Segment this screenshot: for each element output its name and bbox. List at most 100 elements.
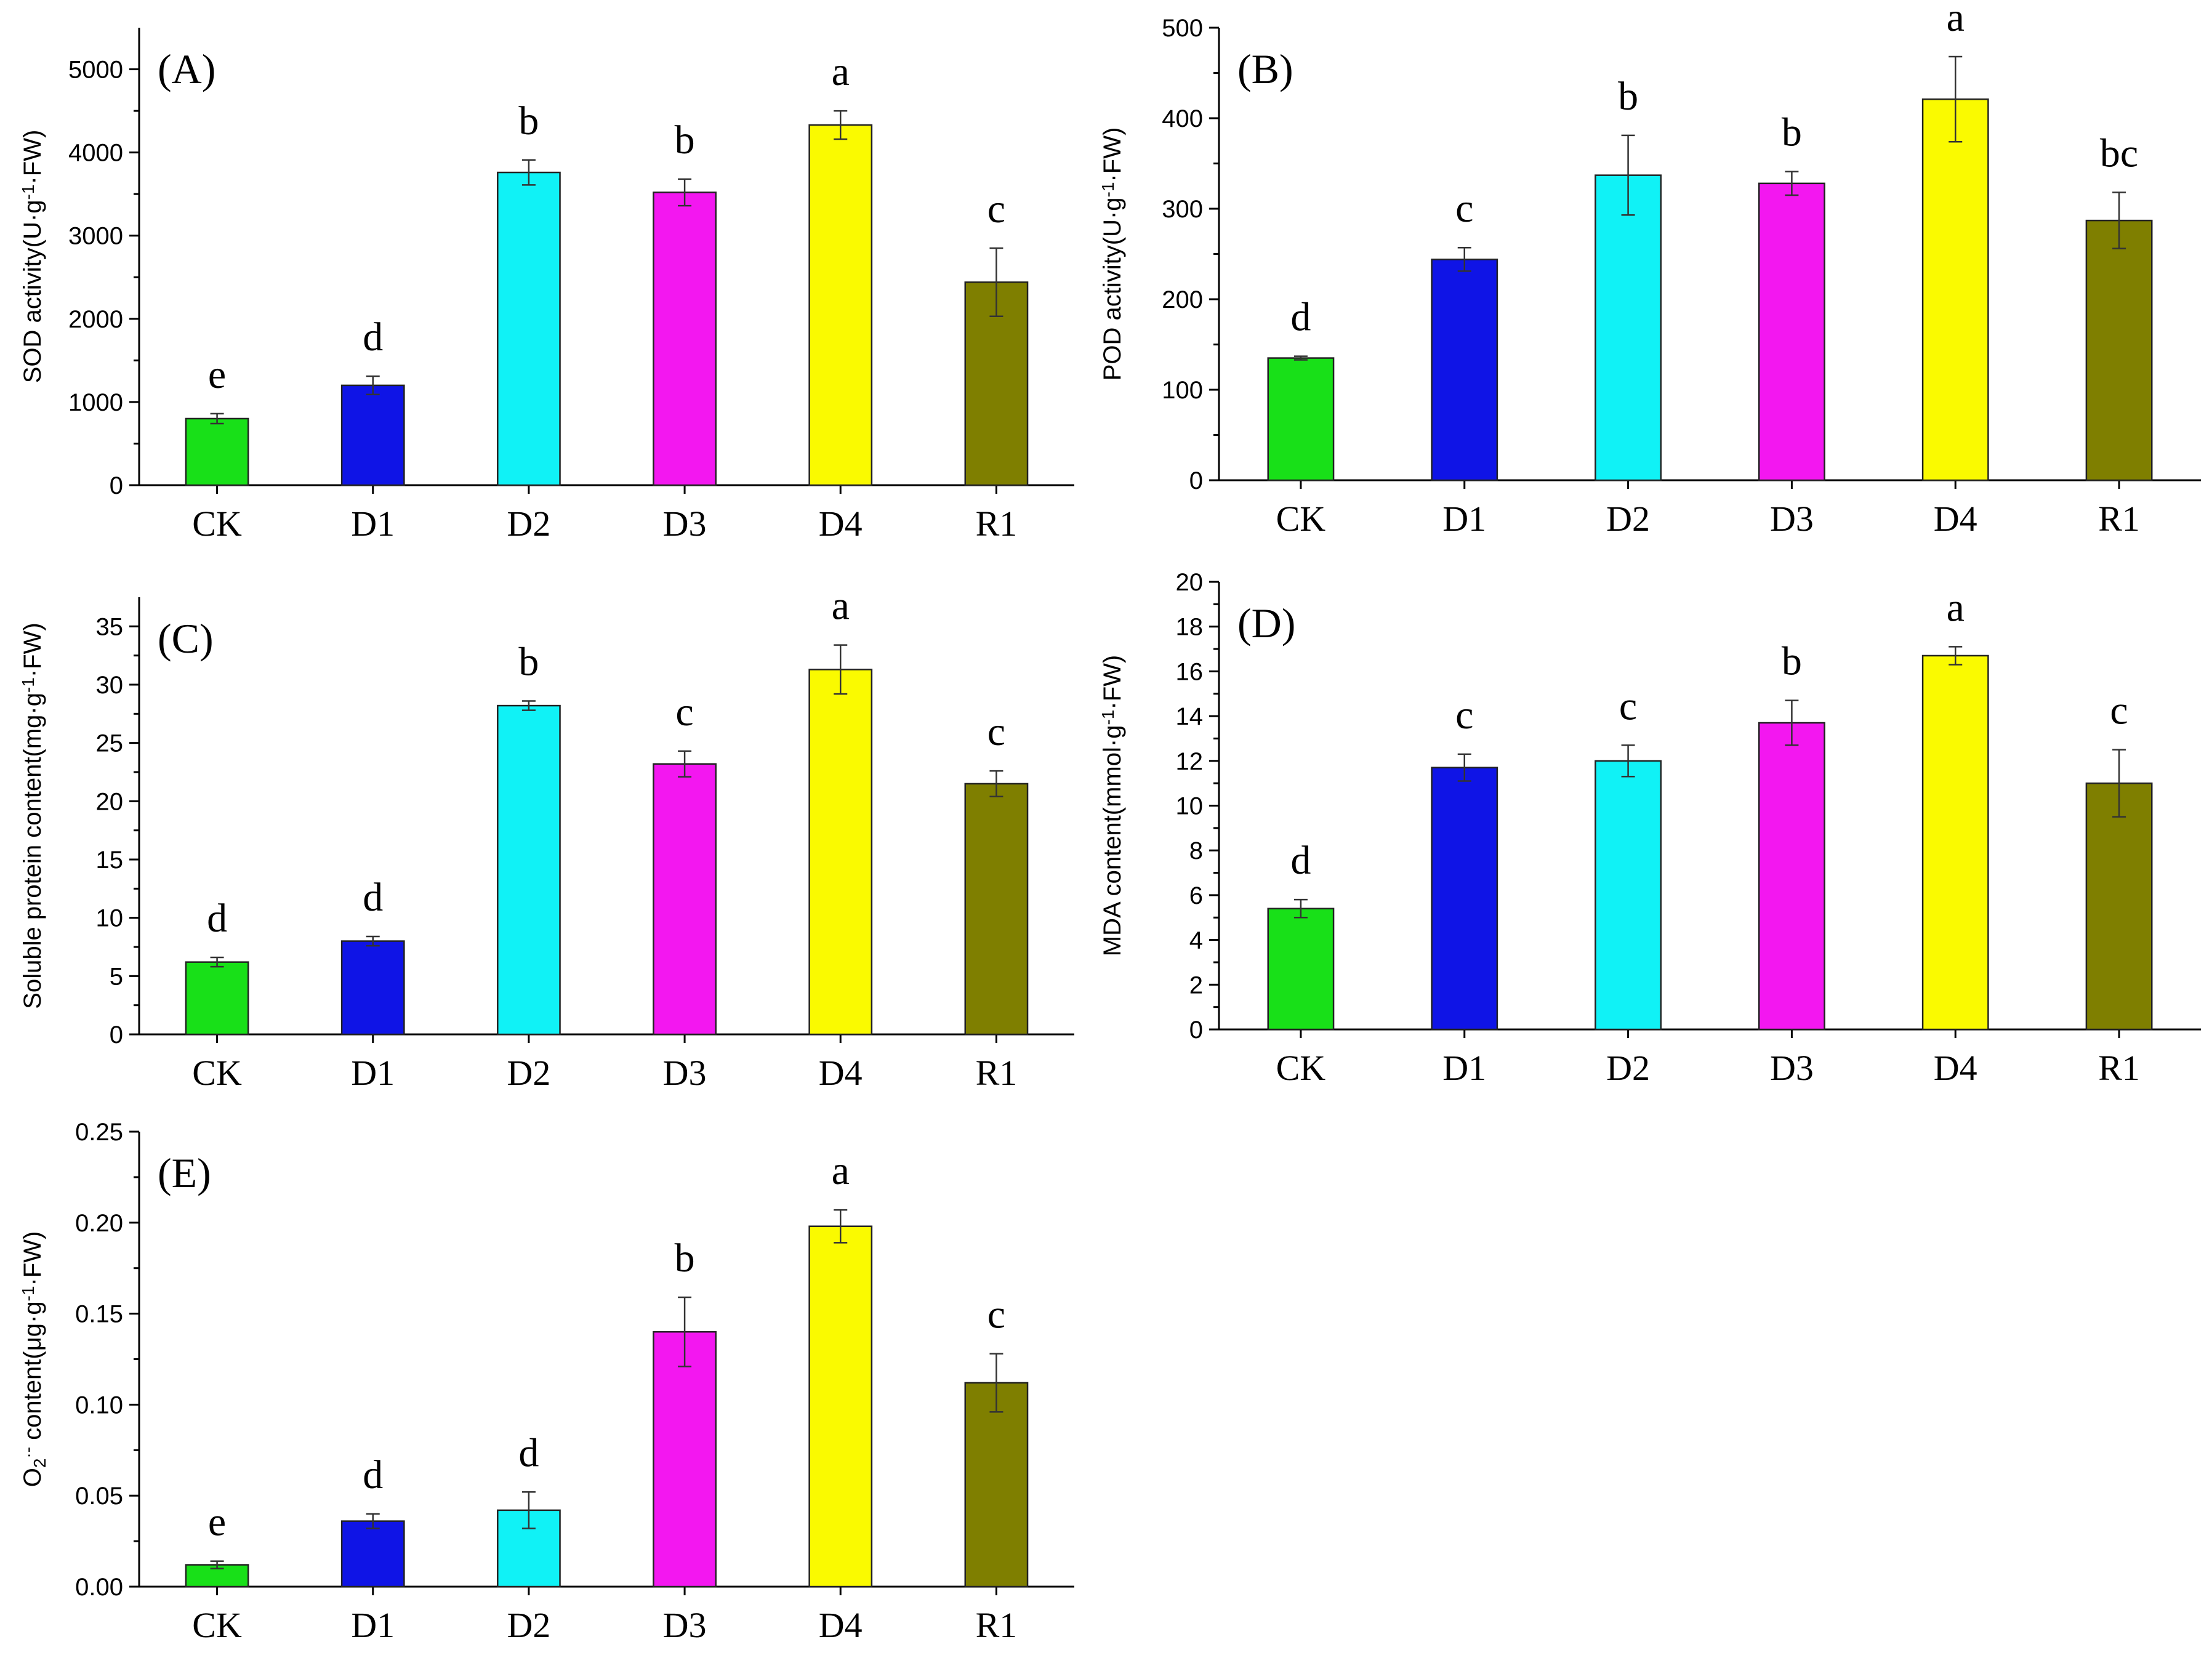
significance-letter-r1: c bbox=[987, 1292, 1005, 1337]
y-tick-label-d: 20 bbox=[1176, 569, 1204, 596]
bar-ck bbox=[185, 417, 249, 486]
y-tick-label-a: 0 bbox=[110, 472, 123, 499]
bar-r1 bbox=[2085, 219, 2153, 481]
category-label-r1: R1 bbox=[2098, 1048, 2140, 1088]
significance-letter-r1: c bbox=[2110, 688, 2128, 733]
bar-ck bbox=[1267, 357, 1335, 481]
category-label-d3: D3 bbox=[663, 1605, 707, 1645]
significance-letter-d3: b bbox=[1782, 110, 1802, 155]
panel-label-a: (A) bbox=[158, 46, 215, 92]
significance-letter-d4: a bbox=[832, 584, 850, 629]
category-label-d1: D1 bbox=[1442, 499, 1486, 539]
significance-letter-r1: c bbox=[987, 187, 1005, 232]
y-tick-label-c: 10 bbox=[96, 905, 124, 932]
bar-d4 bbox=[808, 1225, 873, 1588]
significance-letter-d4: a bbox=[1947, 0, 1965, 40]
category-label-r1: R1 bbox=[976, 1605, 1018, 1645]
y-tick-label-c: 30 bbox=[96, 672, 124, 699]
y-tick-label-d: 2 bbox=[1189, 972, 1203, 999]
category-label-d1: D1 bbox=[351, 1605, 395, 1645]
y-tick-label-b: 100 bbox=[1162, 377, 1203, 404]
category-label-r1: R1 bbox=[976, 1053, 1018, 1093]
y-title-superscript: -1 bbox=[1098, 182, 1117, 198]
y-tick-label-b: 400 bbox=[1162, 105, 1203, 132]
panel-a: 0 1000 2000 3000 4000 5000 e CK d D1 b D2 b D3 a D4 c R1 (… bbox=[18, 28, 1074, 544]
category-label-ck: CK bbox=[1276, 1048, 1326, 1088]
y-title-superscript: -1 bbox=[18, 185, 38, 200]
y-tick-label-a: 2000 bbox=[68, 306, 123, 333]
y-title-end: ·FW) bbox=[1099, 655, 1126, 710]
category-label-d3: D3 bbox=[663, 1053, 707, 1093]
category-label-ck: CK bbox=[192, 1605, 242, 1645]
significance-letter-d1: d bbox=[363, 875, 383, 920]
significance-letter-d3: b bbox=[1782, 639, 1802, 684]
significance-letter-r1: bc bbox=[2100, 131, 2138, 176]
significance-letter-d2: b bbox=[1618, 74, 1638, 119]
y-tick-label-a: 5000 bbox=[68, 57, 123, 84]
y-title-end-2: ·FW) bbox=[19, 1231, 46, 1286]
bar-d2 bbox=[1595, 760, 1662, 1031]
bar-ck bbox=[185, 961, 249, 1036]
y-title-main: SOD activity(U·g bbox=[19, 199, 46, 383]
y-tick-label-e: 0.05 bbox=[75, 1483, 123, 1510]
significance-letter-d2: c bbox=[1619, 683, 1637, 728]
category-label-d1: D1 bbox=[351, 504, 395, 544]
bar-ck bbox=[1267, 908, 1335, 1031]
significance-letter-d1: d bbox=[363, 1452, 383, 1497]
y-tick-label-b: 0 bbox=[1189, 467, 1203, 494]
y-tick-label-e: 0.00 bbox=[75, 1574, 123, 1601]
category-label-d2: D2 bbox=[1606, 1048, 1650, 1088]
y-tick-label-a: 1000 bbox=[68, 389, 123, 416]
significance-letter-d3: b bbox=[675, 118, 695, 163]
category-label-r1: R1 bbox=[2098, 499, 2140, 539]
bar-r1 bbox=[2085, 782, 2153, 1031]
category-label-d4: D4 bbox=[819, 1053, 863, 1093]
category-label-r1: R1 bbox=[976, 504, 1018, 544]
y-tick-label-c: 20 bbox=[96, 788, 124, 815]
y-tick-label-d: 6 bbox=[1189, 882, 1203, 909]
category-label-d2: D2 bbox=[1606, 499, 1650, 539]
y-title-subscript: 2 bbox=[30, 1459, 49, 1468]
category-label-d1: D1 bbox=[351, 1053, 395, 1093]
y-tick-label-b: 200 bbox=[1162, 286, 1203, 313]
y-tick-label-d: 4 bbox=[1189, 927, 1203, 954]
bar-d1 bbox=[340, 940, 405, 1036]
panel-label-b: (B) bbox=[1237, 46, 1293, 92]
significance-letter-d1: c bbox=[1455, 693, 1473, 738]
y-tick-label-e: 0.20 bbox=[75, 1210, 123, 1237]
significance-letter-d4: a bbox=[832, 49, 850, 94]
significance-letter-ck: d bbox=[1290, 295, 1311, 340]
bar-d3 bbox=[1758, 722, 1825, 1031]
bar-d2 bbox=[497, 171, 561, 486]
y-title-superscript: -1 bbox=[18, 677, 38, 693]
significance-letter-d4: a bbox=[1947, 585, 1965, 630]
significance-letter-d1: d bbox=[363, 315, 383, 360]
y-axis-title-b: POD activity(U·g-1·FW) bbox=[1098, 127, 1126, 381]
category-label-ck: CK bbox=[192, 504, 242, 544]
y-tick-label-e: 0.15 bbox=[75, 1301, 123, 1328]
category-label-d2: D2 bbox=[507, 504, 550, 544]
y-title-main: Soluble protein content(mg·g bbox=[19, 693, 46, 1009]
y-tick-label-b: 500 bbox=[1162, 15, 1203, 42]
panel-label-c: (C) bbox=[158, 615, 214, 662]
panel-c: 0 5 10 15 20 25 30 35 d CK d D1 b D2 c D3 a D4 c R1 (C) Solub… bbox=[18, 584, 1074, 1093]
category-label-d4: D4 bbox=[819, 1605, 863, 1645]
bar-d4 bbox=[1921, 98, 1989, 481]
bar-d1 bbox=[1431, 767, 1498, 1031]
y-title-superscript-2: -1 bbox=[18, 1286, 38, 1302]
category-label-d3: D3 bbox=[1770, 1048, 1814, 1088]
y-tick-label-d: 16 bbox=[1176, 658, 1204, 685]
y-tick-label-c: 25 bbox=[96, 730, 124, 757]
category-label-d3: D3 bbox=[663, 504, 707, 544]
bar-d4 bbox=[808, 669, 873, 1036]
y-tick-label-c: 5 bbox=[110, 963, 123, 990]
y-title-end: content(μg·g bbox=[19, 1301, 46, 1447]
y-title-end: ·FW) bbox=[1099, 127, 1126, 182]
y-tick-label-d: 0 bbox=[1189, 1017, 1203, 1044]
category-label-d4: D4 bbox=[819, 504, 863, 544]
bar-r1 bbox=[964, 1382, 1029, 1588]
bar-d3 bbox=[653, 191, 717, 486]
panel-label-d: (D) bbox=[1237, 600, 1295, 646]
